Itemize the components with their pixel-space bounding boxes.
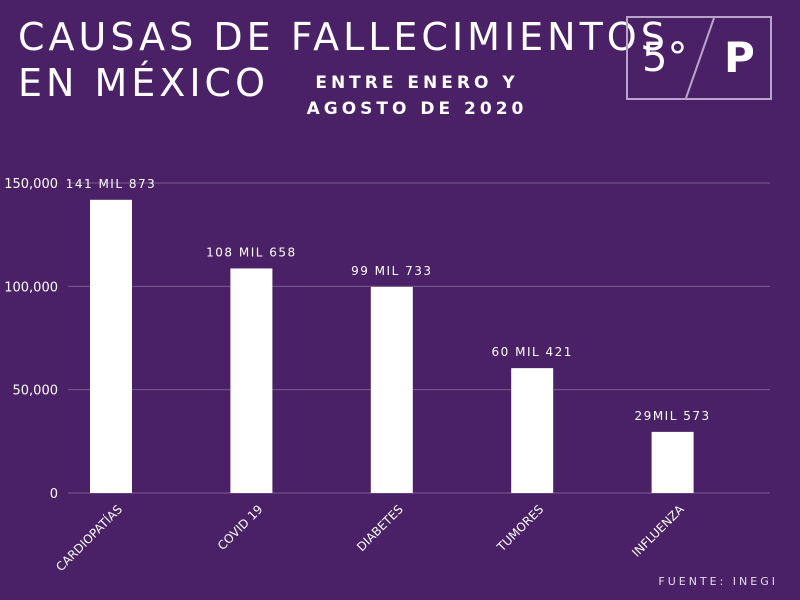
data-label: 108 MIL 658 [206, 245, 297, 259]
chart-bars [90, 199, 694, 493]
source-note: FUENTE: INEGI [658, 575, 778, 588]
subtitle-line-1: ENTRE ENERO Y [315, 73, 519, 93]
y-tick-label: 0 [50, 487, 58, 502]
title-line-2: EN MÉXICO [18, 61, 269, 105]
data-label: 60 MIL 421 [492, 345, 573, 359]
bar [651, 431, 694, 493]
bar [370, 286, 413, 493]
chart-data-labels: 141 MIL 873 108 MIL 658 99 MIL 733 60 MIL 4… [66, 177, 711, 423]
y-tick-label: 50,000 [13, 384, 59, 399]
bar [511, 368, 554, 493]
bar [230, 268, 273, 493]
title-line-1: CAUSAS DE FALLECIMIENTOS [18, 15, 669, 59]
y-tick-label: 100,000 [4, 280, 58, 295]
logo-slash [685, 18, 715, 98]
data-label: 141 MIL 873 [66, 177, 157, 191]
brand-logo: 5° P [626, 16, 772, 100]
chart-subtitle: ENTRE ENERO Y AGOSTO DE 2020 [292, 70, 542, 122]
x-tick-label: DIABETES [354, 502, 406, 554]
chart-title: CAUSAS DE FALLECIMIENTOS EN MÉXICO [18, 14, 669, 106]
logo-right-text: P [724, 33, 755, 82]
chart-gridlines [68, 182, 770, 494]
x-axis: CARDIOPATÍAS COVID 19 DIABETES TUMORES INFLU… [53, 502, 688, 575]
data-label: 29MIL 573 [635, 409, 711, 423]
x-tick-label: INFLUENZA [629, 502, 687, 560]
x-tick-label: COVID 19 [215, 502, 266, 553]
y-axis: 0 50,000 100,000 150,000 [4, 177, 58, 502]
logo-left-text: 5° [642, 35, 688, 81]
data-label: 99 MIL 733 [351, 264, 432, 278]
x-tick-label: TUMORES [494, 502, 547, 555]
subtitle-line-2: AGOSTO DE 2020 [306, 99, 528, 119]
bar [90, 199, 132, 493]
y-tick-label: 150,000 [4, 177, 58, 192]
x-tick-label: CARDIOPATÍAS [53, 502, 126, 575]
